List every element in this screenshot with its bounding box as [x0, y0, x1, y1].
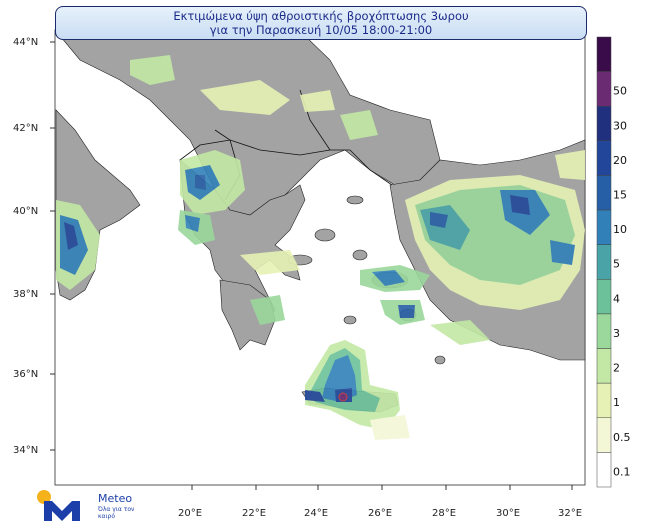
lat-label-44: 44°N: [13, 37, 38, 48]
meteo-logo-icon: [37, 490, 80, 521]
legend-label: 0.1: [613, 465, 631, 478]
legend-swatch: [596, 417, 612, 453]
lat-label-42: 42°N: [13, 123, 38, 134]
legend-swatch: [596, 209, 612, 245]
lon-label-22: 22°E: [242, 508, 266, 519]
lat-label-36: 36°N: [13, 369, 38, 380]
precip-legend: 50 30 20 15 10 5 4 3 2 1 0.5 0.1: [596, 36, 631, 488]
map-title-line2: για την Παρασκευή 10/05 18:00-21:00: [209, 23, 433, 37]
legend-swatch: [596, 140, 612, 176]
lat-label-34: 34°N: [13, 445, 38, 456]
lat-label-40: 40°N: [13, 206, 38, 217]
lon-axis: 20°E 22°E 24°E 26°E 28°E 30°E 32°E: [178, 485, 582, 519]
legend-swatch: [596, 313, 612, 349]
lon-label-24: 24°E: [304, 508, 328, 519]
lat-axis: 44°N 42°N 40°N 38°N 36°N 34°N: [13, 37, 55, 456]
map-title-box: Εκτιμώμενα ύψη αθροιστικής βροχόπτωσης 3…: [55, 6, 587, 40]
meteo-logo: Meteo Όλα για τον καιρό: [36, 487, 146, 523]
legend-label: 0.5: [613, 431, 631, 444]
legend-swatch: [596, 452, 612, 488]
legend-label: 4: [613, 292, 620, 305]
legend-swatch: [596, 175, 612, 211]
legend-swatch: [596, 348, 612, 384]
precipitation-layer: [56, 55, 585, 440]
lon-label-30: 30°E: [496, 508, 520, 519]
legend-label: 15: [613, 189, 627, 202]
logo-name: Meteo: [98, 492, 133, 505]
lon-label-20: 20°E: [178, 508, 202, 519]
lon-label-28: 28°E: [432, 508, 456, 519]
map-title-line1: Εκτιμώμενα ύψη αθροιστικής βροχόπτωσης 3…: [173, 9, 469, 23]
legend-swatch: [596, 36, 612, 72]
legend-label: 2: [613, 362, 620, 375]
lon-label-32: 32°E: [558, 508, 582, 519]
legend-label: 3: [613, 327, 620, 340]
legend-label: 50: [613, 85, 627, 98]
legend-swatch: [596, 244, 612, 280]
logo-tagline: Όλα για τον καιρό: [98, 506, 135, 520]
legend-label: 20: [613, 154, 627, 167]
legend-swatch: [596, 382, 612, 419]
lon-label-26: 26°E: [368, 508, 392, 519]
legend-swatch: [596, 279, 612, 315]
legend-swatch: [596, 105, 612, 142]
lat-label-38: 38°N: [13, 289, 38, 300]
legend-swatch: [596, 71, 612, 107]
legend-label: 5: [613, 258, 620, 271]
legend-label: 10: [613, 223, 627, 236]
legend-label: 1: [613, 396, 620, 409]
legend-label: 30: [613, 119, 627, 132]
